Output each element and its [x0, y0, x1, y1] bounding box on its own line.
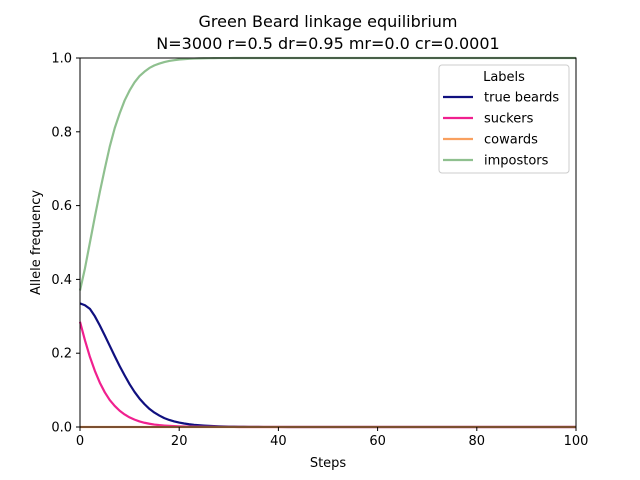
x-tick-label: 80 [469, 434, 486, 449]
x-tick-label: 60 [369, 434, 386, 449]
series-line-true-beards [79, 302, 576, 429]
legend-label-true-beards: true beards [484, 91, 559, 106]
chart-title: Green Beard linkage equilibrium [199, 12, 458, 31]
legend-title: Labels [483, 70, 525, 85]
x-tick-label: 40 [270, 434, 287, 449]
chart-subtitle: N=3000 r=0.5 dr=0.95 mr=0.0 cr=0.0001 [156, 34, 499, 53]
x-tick-label: 100 [564, 434, 589, 449]
legend-box [438, 64, 570, 174]
series-line-suckers [78, 321, 576, 429]
x-axis: 0 20 40 60 80 100 [76, 427, 589, 449]
y-axis: 0.0 0.2 0.4 0.6 0.8 1.0 [51, 52, 80, 436]
y-tick-label: 0.4 [51, 273, 72, 288]
y-tick-label: 0.8 [51, 125, 72, 140]
y-tick-label: 0.6 [51, 199, 72, 214]
y-tick-label: 0.2 [51, 347, 72, 362]
legend-label-suckers: suckers [484, 112, 534, 127]
y-axis-title: Allele frequency [29, 190, 44, 295]
x-tick-label: 20 [171, 434, 188, 449]
plot-frame [79, 57, 577, 428]
legend-entries: true beards suckers cowards impostors [443, 91, 559, 169]
y-tick-label: 1.0 [51, 52, 72, 67]
legend-label-impostors: impostors [484, 154, 549, 169]
x-tick-label: 0 [76, 434, 84, 449]
x-axis-title: Steps [310, 456, 347, 471]
legend-label-cowards: cowards [484, 133, 538, 148]
y-tick-label: 0.0 [51, 421, 72, 436]
legend: Labels true beards suckers cowards impostor… [438, 64, 570, 174]
